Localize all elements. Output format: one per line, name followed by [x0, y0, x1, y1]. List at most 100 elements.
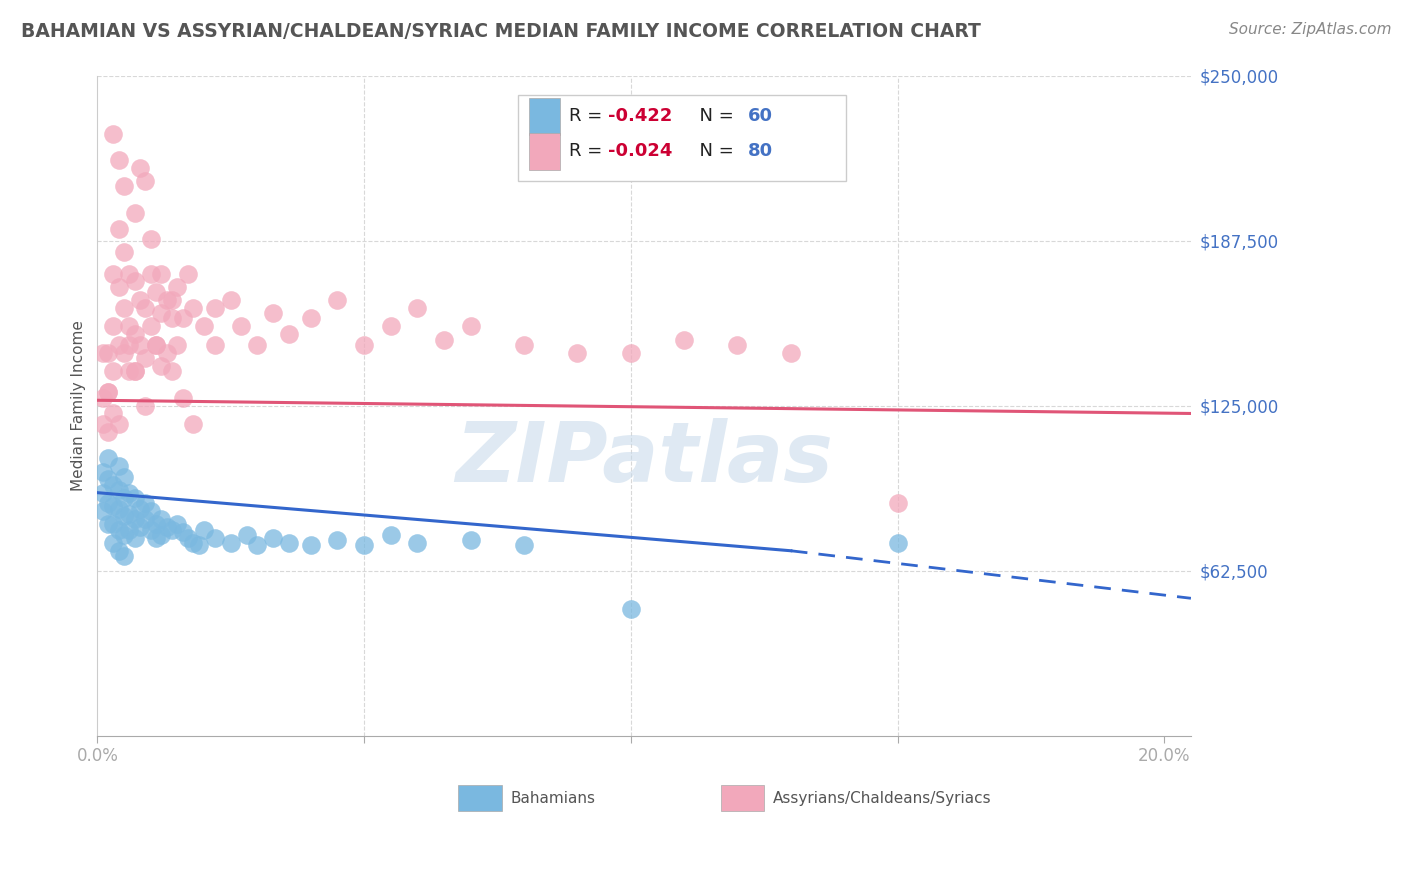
Point: [139, 232, 162, 246]
Point: [97, 425, 120, 439]
Point: [112, 491, 135, 505]
Point: [886, 496, 908, 510]
Point: [433, 333, 456, 347]
Bar: [529, 98, 560, 135]
Point: [97, 517, 120, 532]
Text: 80: 80: [748, 143, 773, 161]
Point: [139, 504, 162, 518]
Point: [129, 161, 152, 175]
Point: [97, 496, 120, 510]
Point: [219, 536, 242, 550]
Point: [235, 528, 257, 542]
Text: R =: R =: [568, 107, 607, 126]
Point: [112, 528, 135, 542]
Point: [673, 333, 696, 347]
Point: [219, 293, 242, 307]
Point: [103, 477, 125, 491]
Point: [134, 174, 156, 188]
Point: [107, 279, 129, 293]
Point: [460, 533, 482, 548]
Text: -0.024: -0.024: [607, 143, 672, 161]
Point: [91, 391, 114, 405]
Point: [160, 311, 183, 326]
Point: [118, 485, 141, 500]
Point: [150, 359, 173, 373]
Point: [246, 539, 269, 553]
Point: [129, 520, 152, 534]
Point: [150, 512, 173, 526]
Point: [112, 345, 135, 359]
Point: [97, 385, 120, 400]
Point: [183, 417, 205, 431]
Point: [97, 451, 120, 466]
Point: [112, 470, 135, 484]
Point: [112, 245, 135, 260]
Text: -0.422: -0.422: [607, 107, 672, 126]
Point: [299, 539, 322, 553]
Point: [160, 523, 183, 537]
Point: [145, 338, 167, 352]
Point: [406, 301, 429, 315]
Point: [177, 267, 200, 281]
Point: [134, 399, 156, 413]
Point: [107, 221, 129, 235]
Text: R =: R =: [568, 143, 607, 161]
Point: [380, 528, 402, 542]
Point: [231, 319, 253, 334]
Point: [112, 179, 135, 194]
Point: [103, 536, 125, 550]
Point: [134, 351, 156, 365]
Point: [103, 364, 125, 378]
Point: [124, 364, 146, 378]
Point: [380, 319, 402, 334]
Point: [183, 536, 205, 550]
Point: [177, 531, 200, 545]
Point: [118, 364, 141, 378]
Point: [118, 267, 141, 281]
Point: [91, 504, 114, 518]
Point: [134, 301, 156, 315]
Text: N =: N =: [688, 143, 740, 161]
Point: [779, 345, 801, 359]
Point: [156, 293, 179, 307]
Point: [620, 345, 643, 359]
Point: [91, 345, 114, 359]
Point: [91, 417, 114, 431]
Point: [204, 338, 226, 352]
Point: [620, 602, 643, 616]
Point: [134, 512, 156, 526]
Point: [166, 338, 188, 352]
Point: [124, 531, 146, 545]
Point: [129, 338, 152, 352]
Point: [103, 267, 125, 281]
Point: [91, 485, 114, 500]
Point: [124, 512, 146, 526]
Point: [326, 293, 349, 307]
Point: [166, 517, 188, 532]
Point: [97, 385, 120, 400]
Point: [160, 293, 183, 307]
Y-axis label: Median Family Income: Median Family Income: [72, 320, 86, 491]
Point: [150, 267, 173, 281]
Point: [107, 523, 129, 537]
Point: [107, 459, 129, 474]
Point: [112, 509, 135, 524]
Point: [299, 311, 322, 326]
Point: [103, 517, 125, 532]
Point: [353, 338, 375, 352]
Point: [118, 507, 141, 521]
Point: [103, 319, 125, 334]
Point: [97, 473, 120, 487]
Point: [406, 536, 429, 550]
Text: 60: 60: [748, 107, 773, 126]
Point: [118, 523, 141, 537]
Text: Source: ZipAtlas.com: Source: ZipAtlas.com: [1229, 22, 1392, 37]
Point: [124, 327, 146, 342]
Point: [156, 345, 179, 359]
Point: [166, 279, 188, 293]
Point: [160, 364, 183, 378]
Point: [97, 345, 120, 359]
Point: [204, 301, 226, 315]
Point: [193, 523, 215, 537]
Point: [278, 327, 301, 342]
